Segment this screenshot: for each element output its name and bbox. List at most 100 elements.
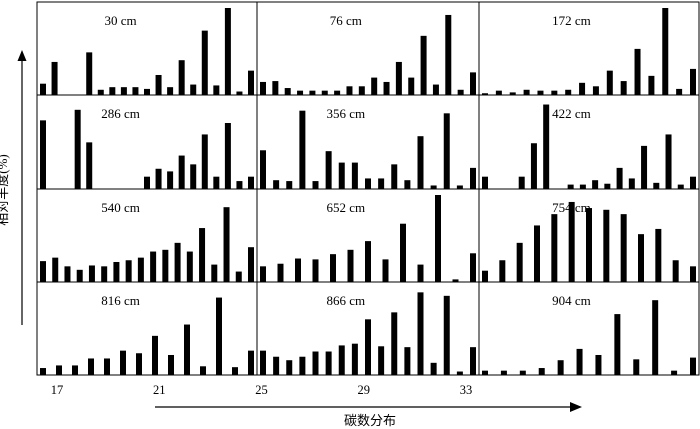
bar — [120, 350, 126, 375]
bar — [213, 85, 220, 95]
bar — [603, 209, 610, 282]
bar — [144, 88, 150, 95]
bar — [56, 365, 62, 375]
bar — [652, 300, 659, 375]
bar — [378, 178, 385, 189]
bar — [482, 93, 488, 95]
panel-label: 422 cm — [552, 106, 591, 121]
bar — [606, 70, 613, 95]
bar — [232, 367, 238, 375]
bar — [470, 253, 476, 282]
bar — [150, 251, 157, 282]
bar — [260, 150, 266, 189]
bar — [64, 266, 71, 282]
bar — [443, 295, 450, 375]
bar — [551, 214, 558, 282]
bar — [155, 74, 162, 95]
bar — [260, 350, 266, 375]
bar — [190, 164, 197, 189]
bar — [672, 260, 679, 282]
bar — [223, 207, 230, 282]
bar — [190, 84, 197, 95]
panel: 754 cm — [478, 188, 700, 283]
bar — [420, 35, 427, 95]
bar — [417, 136, 424, 189]
panel: 30 cm — [36, 1, 258, 96]
bar — [74, 109, 81, 189]
bar — [500, 370, 507, 375]
bar — [620, 81, 627, 95]
panel: 286 cm — [36, 94, 258, 190]
y-axis-arrow-head — [17, 50, 27, 61]
bar — [235, 271, 242, 282]
bar — [216, 297, 222, 375]
bar — [443, 113, 450, 189]
bar — [200, 366, 206, 375]
bar — [633, 359, 640, 375]
bar — [445, 14, 452, 96]
bar — [470, 347, 476, 375]
bar — [592, 86, 599, 95]
x-axis-title: 碳数分布 — [344, 413, 396, 428]
bar — [677, 184, 684, 189]
bar — [452, 279, 459, 282]
bar — [113, 261, 120, 282]
x-tick-label: 17 — [51, 383, 64, 397]
x-tick-label: 33 — [460, 383, 473, 397]
panel: 540 cm — [36, 188, 258, 283]
bar — [351, 162, 358, 189]
bar — [676, 88, 683, 95]
bar — [125, 260, 132, 282]
bar — [516, 242, 523, 282]
bar — [456, 371, 463, 375]
panel-grid: 30 cm 76 cm 172 cm 286 cm 356 cm 422 cm 540 cm… — [36, 1, 700, 376]
bar — [186, 251, 193, 282]
panel-label: 904 cm — [552, 293, 591, 308]
bar — [260, 266, 266, 282]
bar — [653, 182, 660, 189]
bar — [665, 134, 672, 189]
bar — [365, 319, 371, 375]
bar — [432, 84, 439, 95]
bar — [616, 167, 623, 189]
bar — [346, 86, 353, 95]
panel-label: 816 cm — [101, 293, 140, 308]
bar — [391, 312, 398, 375]
panel-label: 286 cm — [101, 106, 140, 121]
bar — [286, 181, 293, 189]
bar — [628, 178, 635, 189]
bar — [391, 164, 398, 189]
bar — [309, 90, 316, 95]
bar — [152, 335, 158, 375]
bar — [297, 90, 304, 95]
bar — [201, 134, 208, 189]
bar — [201, 30, 208, 95]
bar — [620, 214, 627, 282]
bar — [260, 81, 266, 95]
bar — [378, 346, 385, 375]
bar — [430, 185, 437, 189]
bar — [101, 266, 108, 282]
bar — [104, 358, 110, 375]
bar — [576, 348, 583, 375]
bar — [325, 151, 332, 189]
bar — [543, 104, 550, 189]
bar — [400, 223, 406, 282]
bar — [634, 48, 641, 95]
bar — [551, 90, 558, 95]
bar — [132, 87, 139, 95]
bar — [579, 82, 586, 95]
bar — [248, 176, 254, 189]
bar — [534, 225, 540, 282]
bar — [690, 176, 696, 189]
bar — [72, 365, 78, 375]
bar — [586, 208, 592, 282]
bar — [40, 368, 46, 375]
bar — [430, 362, 437, 375]
bar — [321, 90, 328, 95]
bar — [690, 266, 696, 282]
bar — [273, 180, 280, 189]
bar — [565, 89, 572, 95]
bar — [568, 201, 575, 282]
